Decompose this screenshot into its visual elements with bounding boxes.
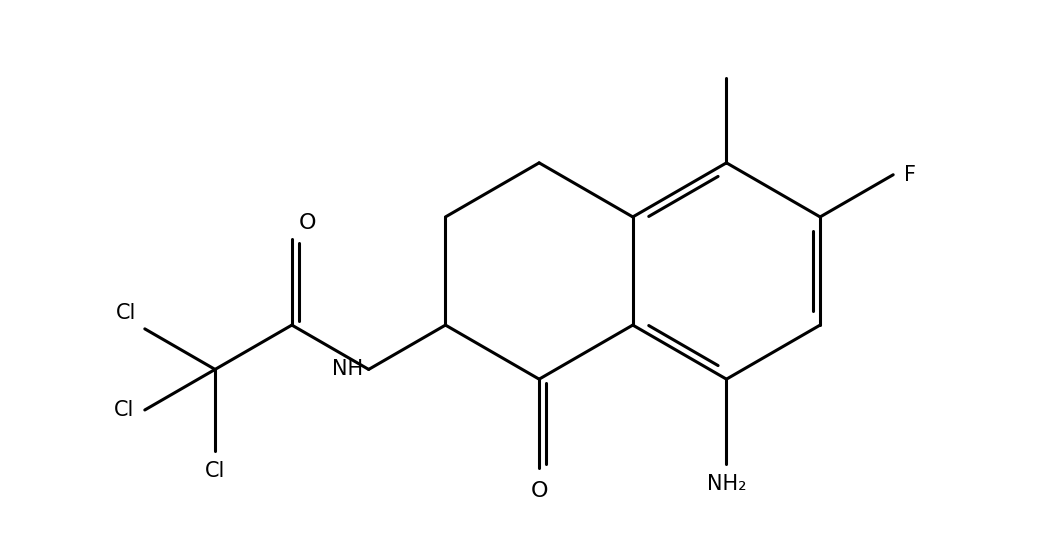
Text: Cl: Cl bbox=[116, 304, 136, 324]
Text: O: O bbox=[298, 213, 316, 233]
Text: NH₂: NH₂ bbox=[707, 474, 746, 494]
Text: Cl: Cl bbox=[113, 400, 134, 420]
Text: O: O bbox=[530, 481, 548, 501]
Text: F: F bbox=[904, 165, 916, 185]
Text: Cl: Cl bbox=[204, 461, 225, 481]
Text: NH: NH bbox=[332, 359, 363, 379]
